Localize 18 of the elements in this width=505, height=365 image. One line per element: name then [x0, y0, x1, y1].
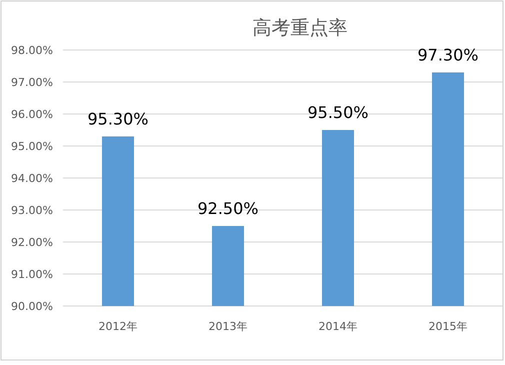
- xtick: 2012年: [98, 320, 138, 333]
- ytick: 93.00%: [11, 204, 53, 217]
- ytick: 92.00%: [11, 236, 53, 249]
- ytick: 97.00%: [11, 76, 53, 89]
- ytick: 91.00%: [11, 268, 53, 281]
- ytick: 90.00%: [11, 300, 53, 313]
- data-label: 97.30%: [418, 45, 478, 64]
- data-label: 95.30%: [88, 109, 148, 128]
- xtick: 2013年: [208, 320, 248, 333]
- data-label: 92.50%: [198, 199, 258, 218]
- ytick: 94.00%: [11, 172, 53, 185]
- xtick: 2014年: [318, 320, 358, 333]
- ytick: 95.00%: [11, 140, 53, 153]
- xtick: 2015年: [428, 320, 468, 333]
- ytick: 96.00%: [11, 108, 53, 121]
- title: 高考重点率: [252, 17, 348, 39]
- ytick: 98.00%: [11, 44, 53, 57]
- data-label: 95.50%: [308, 103, 368, 122]
